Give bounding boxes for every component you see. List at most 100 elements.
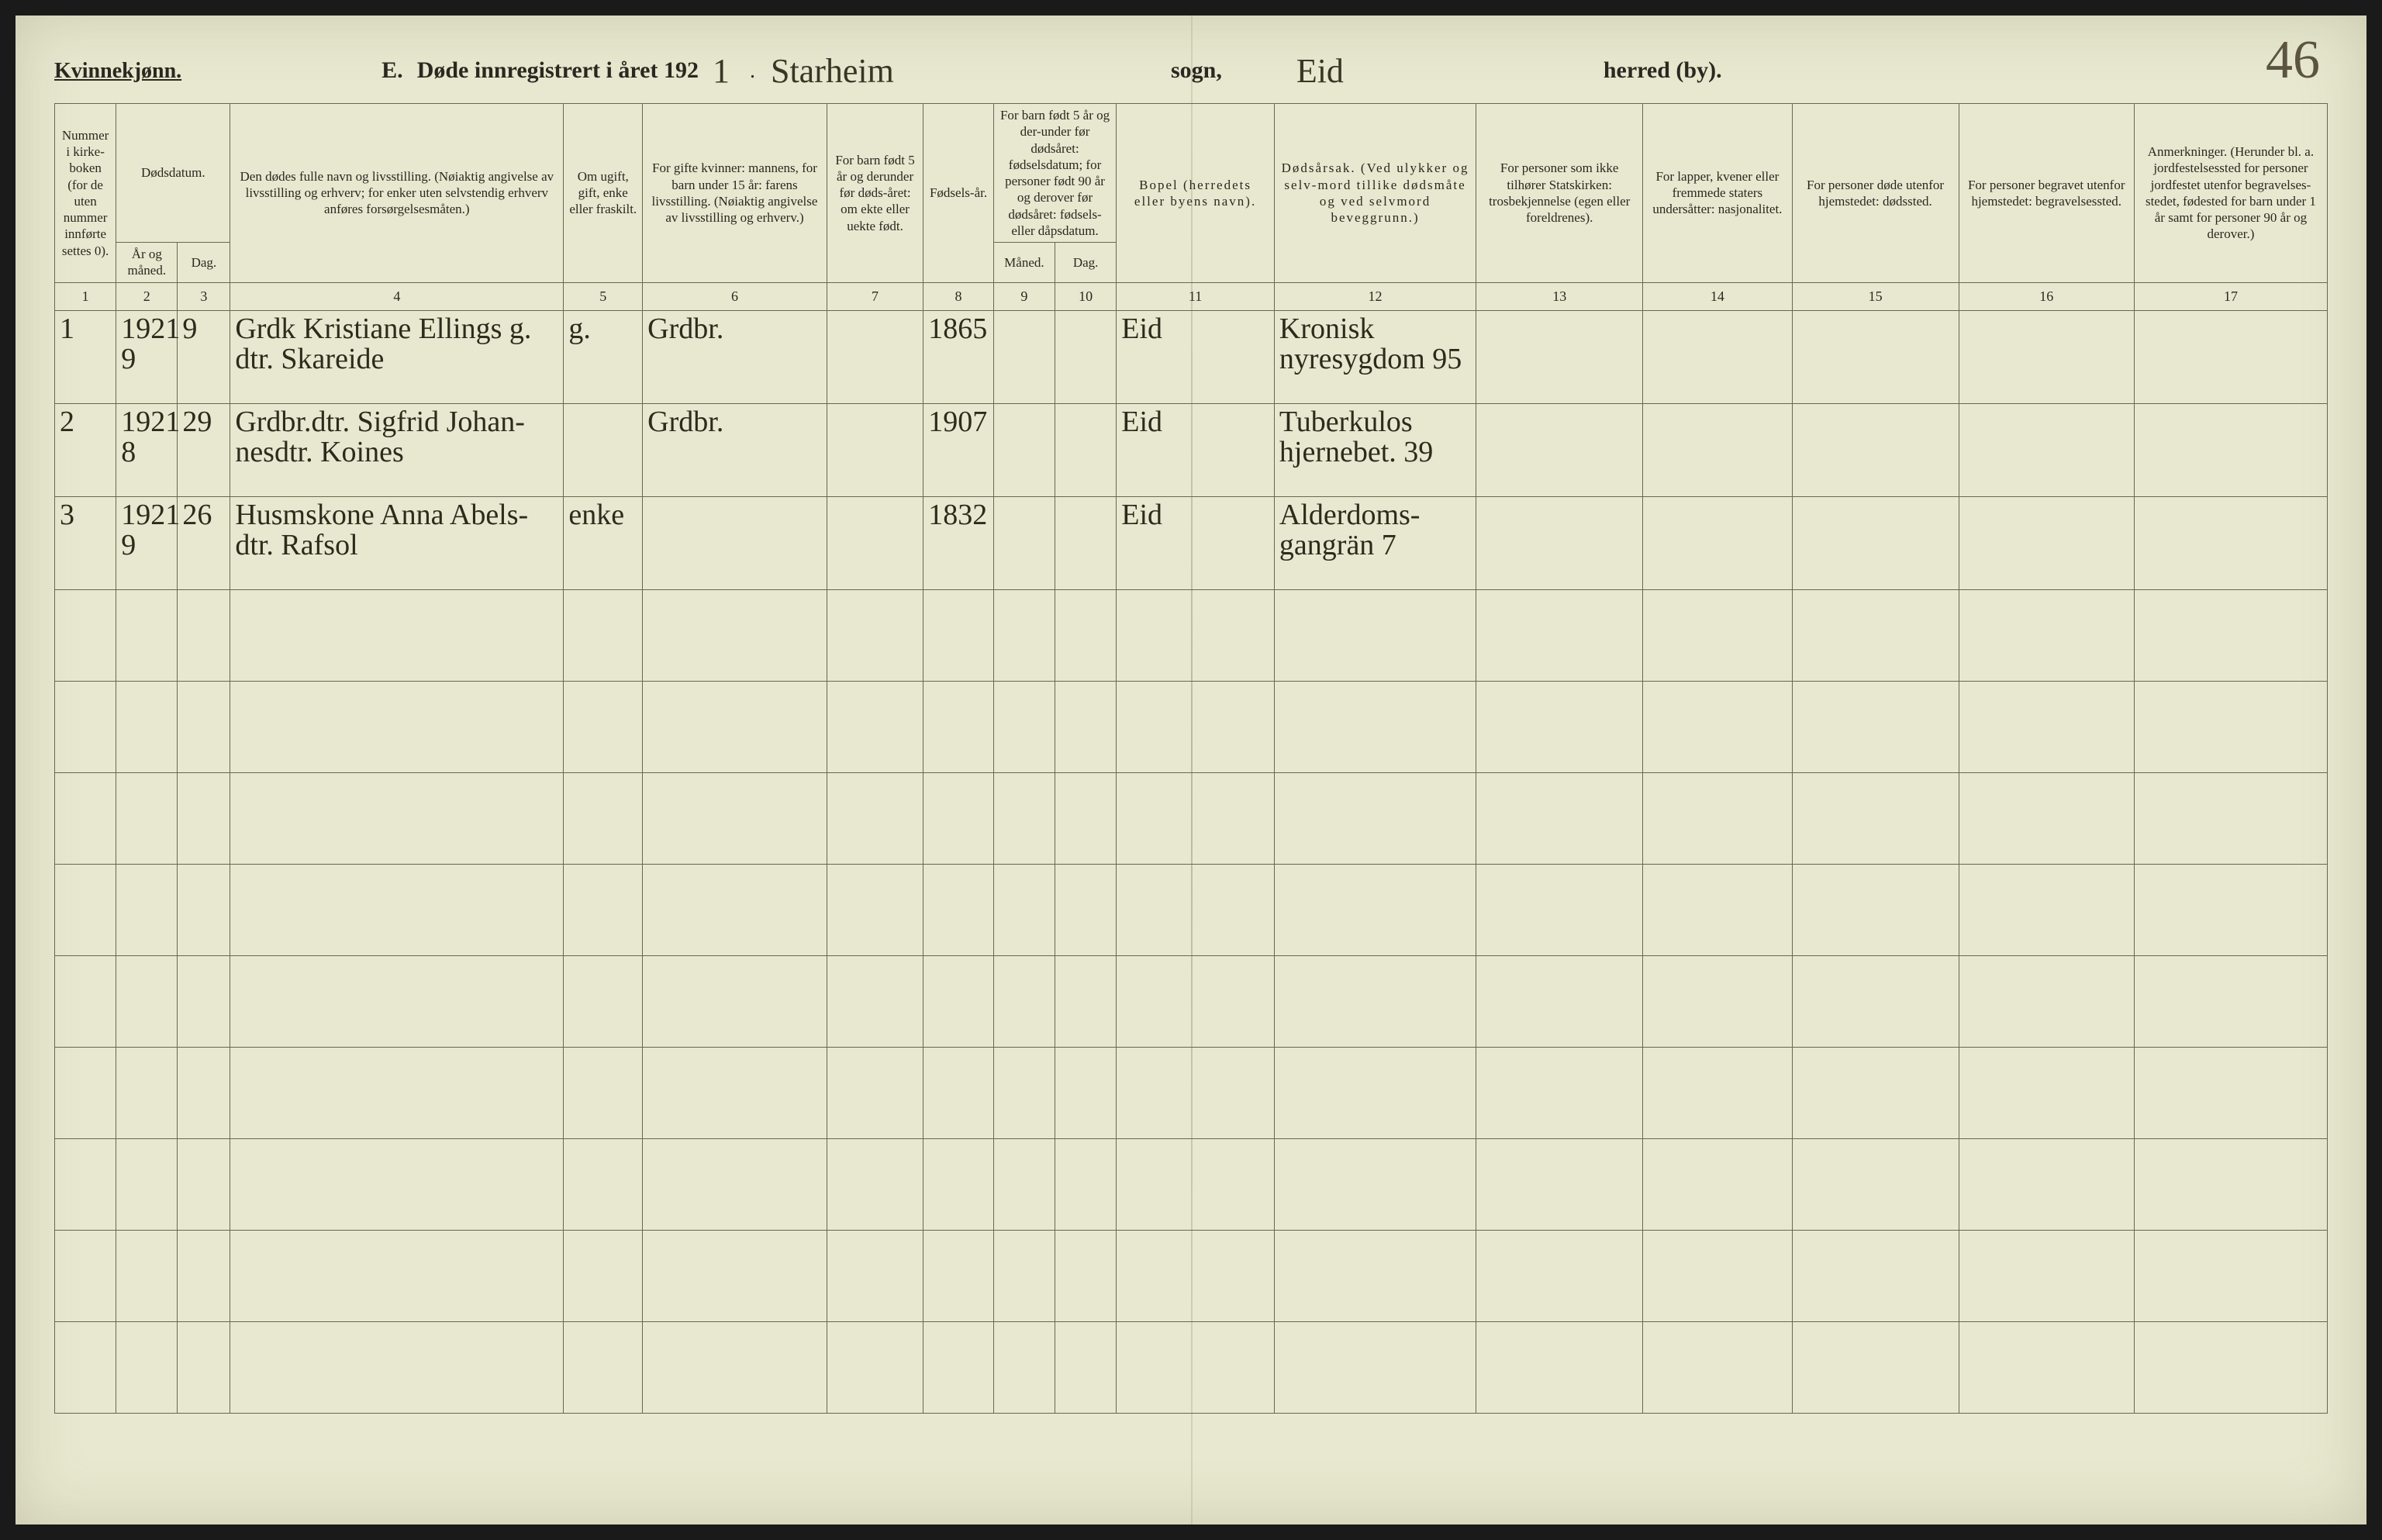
blank-cell xyxy=(1055,1321,1117,1413)
cell-spouse: Grdbr. xyxy=(643,403,827,496)
cell-d xyxy=(1055,496,1117,589)
blank-cell xyxy=(1643,955,1792,1047)
blank-cell xyxy=(55,864,116,955)
col-header-11: Bopel (herredets eller byens navn). xyxy=(1117,104,1275,283)
colnum: 13 xyxy=(1476,282,1643,310)
cell-spouse: Grdbr. xyxy=(643,310,827,403)
blank-cell xyxy=(178,1321,230,1413)
blank-cell xyxy=(1476,772,1643,864)
sogn-label: sogn, xyxy=(1171,57,1222,84)
cell-c16 xyxy=(1959,403,2134,496)
parish-name-handwritten: Starheim xyxy=(771,51,972,91)
blank-cell xyxy=(1055,1047,1117,1138)
blank-cell xyxy=(116,772,178,864)
col-header-1: Nummer i kirke-boken (for de uten nummer… xyxy=(55,104,116,283)
blank-cell xyxy=(643,589,827,681)
colnum: 17 xyxy=(2134,282,2327,310)
blank-cell xyxy=(993,589,1055,681)
blank-cell xyxy=(827,1138,923,1230)
blank-cell xyxy=(55,1047,116,1138)
blank-cell xyxy=(1274,772,1476,864)
cell-birth-year: 1865 xyxy=(923,310,994,403)
blank-cell xyxy=(1117,1047,1275,1138)
colnum: 10 xyxy=(1055,282,1117,310)
blank-cell xyxy=(564,681,643,772)
blank-cell xyxy=(2134,589,2327,681)
cell-status: g. xyxy=(564,310,643,403)
blank-cell xyxy=(1792,864,1959,955)
col-header-4: Den dødes fulle navn og livsstilling. (N… xyxy=(230,104,564,283)
blank-cell xyxy=(1117,955,1275,1047)
cell-c14 xyxy=(1643,310,1792,403)
blank-cell xyxy=(55,589,116,681)
blank-cell xyxy=(564,772,643,864)
col-header-9-group: For barn født 5 år og der-under før døds… xyxy=(993,104,1116,243)
cell-birth-year: 1832 xyxy=(923,496,994,589)
blank-cell xyxy=(643,1138,827,1230)
register-page: 46 Kvinnekjønn. E. Døde innregistrert i … xyxy=(16,16,2366,1524)
col-header-7: For barn født 5 år og derunder før døds-… xyxy=(827,104,923,283)
blank-cell xyxy=(564,1047,643,1138)
blank-cell xyxy=(827,1047,923,1138)
blank-cell xyxy=(643,772,827,864)
blank-cell xyxy=(1959,864,2134,955)
cell-m xyxy=(993,403,1055,496)
colnum: 3 xyxy=(178,282,230,310)
blank-cell xyxy=(1476,589,1643,681)
cell-c15 xyxy=(1792,310,1959,403)
blank-cell xyxy=(55,772,116,864)
cell-residence: Eid xyxy=(1117,403,1275,496)
col-header-6: For gifte kvinner: mannens, for barn und… xyxy=(643,104,827,283)
colnum: 11 xyxy=(1117,282,1275,310)
blank-cell xyxy=(1274,864,1476,955)
blank-cell xyxy=(1476,1138,1643,1230)
blank-cell xyxy=(923,1047,994,1138)
blank-cell xyxy=(116,955,178,1047)
blank-cell xyxy=(564,1138,643,1230)
blank-cell xyxy=(2134,1321,2327,1413)
colnum: 7 xyxy=(827,282,923,310)
blank-cell xyxy=(564,1230,643,1321)
blank-cell xyxy=(827,1230,923,1321)
blank-cell xyxy=(1274,1138,1476,1230)
blank-cell xyxy=(116,681,178,772)
blank-cell xyxy=(1643,589,1792,681)
blank-cell xyxy=(178,955,230,1047)
blank-cell xyxy=(116,1138,178,1230)
section-letter: E. xyxy=(381,57,403,84)
blank-cell xyxy=(1643,1047,1792,1138)
blank-cell xyxy=(1274,1047,1476,1138)
blank-cell xyxy=(993,681,1055,772)
cell-name: Grdbr.dtr. Sigfrid Johan- nesdtr. Koines xyxy=(230,403,564,496)
cell-year-month: 1921 9 xyxy=(116,496,178,589)
blank-cell xyxy=(1055,681,1117,772)
blank-cell xyxy=(1274,681,1476,772)
colnum: 16 xyxy=(1959,282,2134,310)
cell-d xyxy=(1055,310,1117,403)
col-header-2b: Dag. xyxy=(178,243,230,283)
blank-cell xyxy=(178,681,230,772)
cell-cause: Kronisk nyresygdom 95 xyxy=(1274,310,1476,403)
blank-cell xyxy=(116,864,178,955)
blank-cell xyxy=(564,955,643,1047)
blank-cell xyxy=(1959,772,2134,864)
blank-cell xyxy=(1274,1230,1476,1321)
blank-cell xyxy=(230,772,564,864)
cell-status xyxy=(564,403,643,496)
blank-cell xyxy=(993,955,1055,1047)
blank-cell xyxy=(1959,955,2134,1047)
cell-name: Grdk Kristiane Ellings g. dtr. Skareide xyxy=(230,310,564,403)
cell-status: enke xyxy=(564,496,643,589)
cell-ekte xyxy=(827,403,923,496)
blank-cell xyxy=(230,955,564,1047)
col-header-15: For personer døde utenfor hjemstedet: dø… xyxy=(1792,104,1959,283)
colnum: 5 xyxy=(564,282,643,310)
blank-cell xyxy=(1476,681,1643,772)
blank-cell xyxy=(1643,772,1792,864)
col-header-2a: År og måned. xyxy=(116,243,178,283)
blank-cell xyxy=(1274,1321,1476,1413)
blank-cell xyxy=(55,681,116,772)
cell-c15 xyxy=(1792,496,1959,589)
cell-c16 xyxy=(1959,310,2134,403)
blank-cell xyxy=(1792,1321,1959,1413)
